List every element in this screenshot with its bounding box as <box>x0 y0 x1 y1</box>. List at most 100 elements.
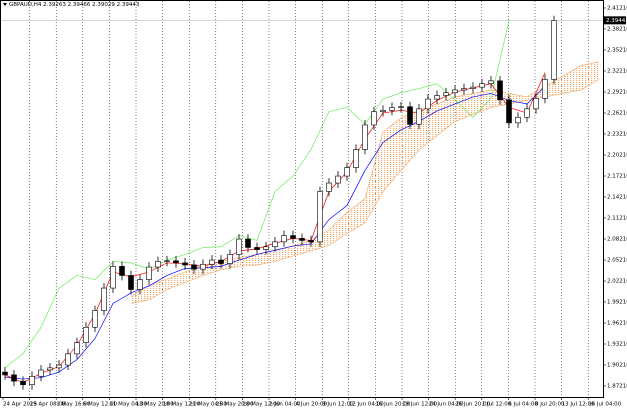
x-tick-label: 2 Jun 04:00 <box>269 402 301 408</box>
candle-body <box>11 374 17 382</box>
y-tick-label: 2.08210 <box>607 236 627 242</box>
candle-body <box>299 238 305 241</box>
candle-body <box>290 235 296 239</box>
cloud-segment <box>563 65 581 94</box>
candle-body <box>209 259 215 265</box>
y-tick-label: 2.05210 <box>607 257 627 263</box>
cloud-span-a <box>130 61 600 297</box>
candle-body <box>524 108 530 118</box>
candle-body <box>398 106 404 108</box>
chart-title: GBPAUD,H4 2.39263 2.39466 2.39029 2.3944… <box>9 2 140 8</box>
y-tick-label: 1.96210 <box>607 321 627 327</box>
candle-body <box>326 182 332 192</box>
candle-body <box>227 254 233 264</box>
candle-body <box>164 260 170 262</box>
x-tick-label: 16 Jun 20:00 <box>375 402 410 408</box>
x-tick-label: 6 Jul 04:00 <box>508 402 538 408</box>
candle-body <box>497 80 503 101</box>
cloud-segment <box>437 96 455 136</box>
candle-body <box>434 95 440 100</box>
grid <box>2 1 606 400</box>
candle-body <box>101 287 107 311</box>
y-tick-label: 2.35210 <box>607 47 627 53</box>
candle-body <box>119 266 125 276</box>
candle-body <box>470 86 476 89</box>
x-tick-label: 24 Apr 2015 <box>3 402 38 408</box>
candle-body <box>407 106 413 125</box>
candle-body <box>425 98 431 110</box>
labels: 2.41210 2.38210 2.35210 2.32210 2.29210 2.262… <box>3 5 627 407</box>
y-tick-label: 2.02210 <box>607 279 627 285</box>
candle-body <box>335 175 341 184</box>
cloud-segment <box>329 212 347 246</box>
candle-body <box>137 279 143 290</box>
candle-body <box>443 92 449 96</box>
y-tick-label: 2.20210 <box>607 152 627 158</box>
x-tick-label: 28 May 12:00 <box>242 402 280 408</box>
candle-body <box>353 149 359 168</box>
x-tick-label: 29 Apr 08:00 <box>30 402 66 408</box>
y-tick-label: 2.11210 <box>607 215 627 221</box>
cloud-segment <box>275 246 293 262</box>
candle-body <box>146 266 152 280</box>
x-tick-label: 16 Jul 04:00 <box>588 402 621 408</box>
y-tick-label: 1.90210 <box>607 363 627 369</box>
candle-body <box>488 80 494 84</box>
candle-body <box>551 20 557 80</box>
candle-body <box>461 88 467 91</box>
candle-body <box>20 380 26 385</box>
x-tick-label: 1 Jul 12:00 <box>482 402 512 408</box>
candle-body <box>479 83 485 88</box>
current-price-box <box>604 16 626 25</box>
x-tick-label: 19 Jun 12:00 <box>402 402 437 408</box>
x-tick-label: 18 May 12:00 <box>163 402 201 408</box>
cloud-segment <box>365 131 383 223</box>
x-tick-label: 8 Jul 20:00 <box>535 402 565 408</box>
y-tick-label: 2.41210 <box>607 5 627 11</box>
candle-body <box>245 238 251 248</box>
y-tick-label: 2.17210 <box>607 173 627 179</box>
y-tick-label: 2.23210 <box>607 131 627 137</box>
candle-body <box>92 310 98 328</box>
candle-body <box>389 107 395 111</box>
plot-frame <box>0 0 604 398</box>
y-tick-label: 2.26210 <box>607 110 627 116</box>
candle-body <box>506 99 512 124</box>
cloud-segment <box>347 198 365 234</box>
cloud-segment <box>239 254 257 267</box>
indicator-line <box>4 20 510 369</box>
candle-body <box>362 124 368 150</box>
candle-body <box>218 259 224 264</box>
cloud-segment <box>455 93 473 122</box>
candle-body <box>182 262 188 266</box>
candle-body <box>47 367 53 371</box>
y-tick-label: 2.29210 <box>607 89 627 95</box>
cloud-segment <box>149 278 167 300</box>
cloud-segment <box>257 250 275 265</box>
candle-body <box>515 116 521 124</box>
y-tick-label: 1.99210 <box>607 300 627 306</box>
candle-body <box>533 98 539 110</box>
candle-body <box>236 238 242 255</box>
candle-body <box>308 240 314 243</box>
cloud-segment <box>581 61 599 90</box>
candle-body <box>263 246 269 250</box>
candle-body <box>74 342 80 355</box>
candle-body <box>173 260 179 264</box>
x-tick-label: 1 May 16:00 <box>56 402 91 408</box>
candle-body <box>452 89 458 94</box>
candle-body <box>380 109 386 112</box>
candle-body <box>110 266 116 289</box>
y-tick-label: 1.87210 <box>607 384 627 390</box>
x-tick-label: 21 May 04:00 <box>189 402 227 408</box>
x-tick-label: 4 Jun 20:00 <box>296 402 328 408</box>
x-tick-label: 11 May 04:00 <box>109 402 147 408</box>
x-tick-label: 12 Jun 04:00 <box>349 402 384 408</box>
candle-body <box>317 191 323 243</box>
x-tick-label: 6 May 12:00 <box>83 402 118 408</box>
cloud-segment <box>383 117 401 192</box>
candle-body <box>38 369 44 377</box>
candle-body <box>272 241 278 248</box>
